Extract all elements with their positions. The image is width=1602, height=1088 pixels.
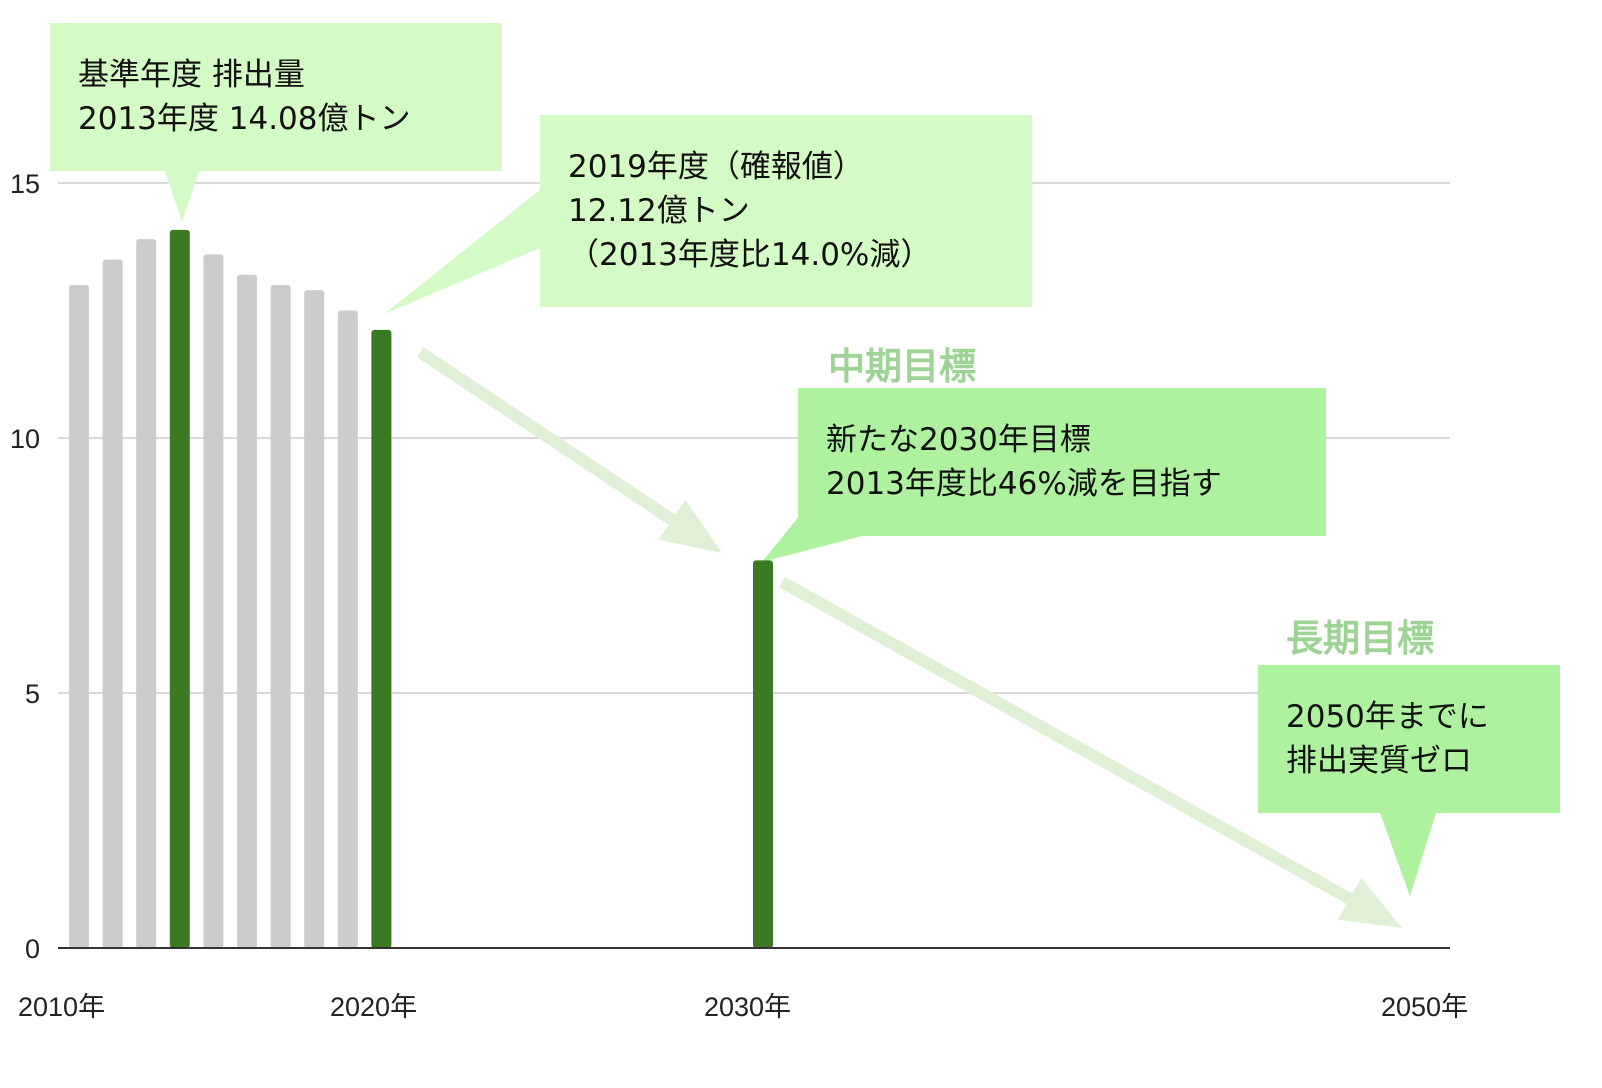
fy2019-callout: 2019年度（確報値） 12.12億トン （2013年度比14.0%減） (540, 115, 1032, 307)
x-tick-label-2010: 2010年 (18, 992, 106, 1022)
x-tick-label-2030: 2030年 (704, 992, 792, 1022)
fy2019-callout-line2: 12.12億トン (568, 193, 750, 229)
long-term-callout-line2: 排出実質ゼロ (1286, 743, 1472, 779)
bar-2017 (304, 290, 325, 949)
long-term-callout: 2050年までに 排出実質ゼロ (1258, 665, 1560, 813)
y-tick-label-0: 0 (25, 934, 40, 964)
baseline-callout-pointer (165, 171, 199, 222)
bar-2011 (102, 259, 123, 948)
trend-arrow-2030-head (658, 499, 722, 553)
mid-term-callout-line2: 2013年度比46%減を目指す (826, 466, 1222, 502)
trend-arrow-2050-shaft (779, 576, 1353, 905)
bar-2010 (69, 285, 89, 948)
long-term-callout-pointer (1380, 813, 1436, 896)
trend-arrow-2050-head (1337, 877, 1402, 928)
bar-2018 (337, 310, 358, 948)
y-tick-label-10: 10 (10, 424, 40, 454)
mid-term-callout-line1: 新たな2030年目標 (826, 422, 1091, 458)
trend-arrow-2030-shaft (416, 347, 676, 525)
long-term-callout-line1: 2050年までに (1286, 699, 1489, 735)
fy2019-callout-line3: （2013年度比14.0%減） (568, 237, 932, 273)
y-tick-label-5: 5 (25, 679, 40, 709)
fy2019-callout-pointer (384, 190, 540, 314)
baseline-callout: 基準年度 排出量 2013年度 14.08億トン (50, 23, 502, 171)
baseline-callout-line2: 2013年度 14.08億トン (78, 101, 411, 137)
bar-2019 (371, 329, 392, 948)
bar-2016 (270, 285, 291, 948)
bar-2012 (136, 239, 157, 949)
bar-2014 (203, 254, 224, 948)
x-tick-label-2050: 2050年 (1381, 992, 1469, 1022)
mid-term-callout: 新たな2030年目標 2013年度比46%減を目指す (798, 388, 1326, 536)
baseline-callout-line1: 基準年度 排出量 (78, 57, 305, 93)
mid-term-heading: 中期目標 (828, 345, 976, 388)
y-tick-label-15: 15 (10, 169, 40, 199)
x-tick-label-2020: 2020年 (330, 992, 418, 1022)
mid-term-callout-pointer (762, 515, 862, 562)
bar-2015 (237, 274, 257, 948)
fy2019-callout-line1: 2019年度（確報値） (568, 149, 864, 185)
bar-2030 (753, 560, 773, 948)
bar-2013 (169, 229, 190, 949)
long-term-heading: 長期目標 (1286, 617, 1434, 660)
